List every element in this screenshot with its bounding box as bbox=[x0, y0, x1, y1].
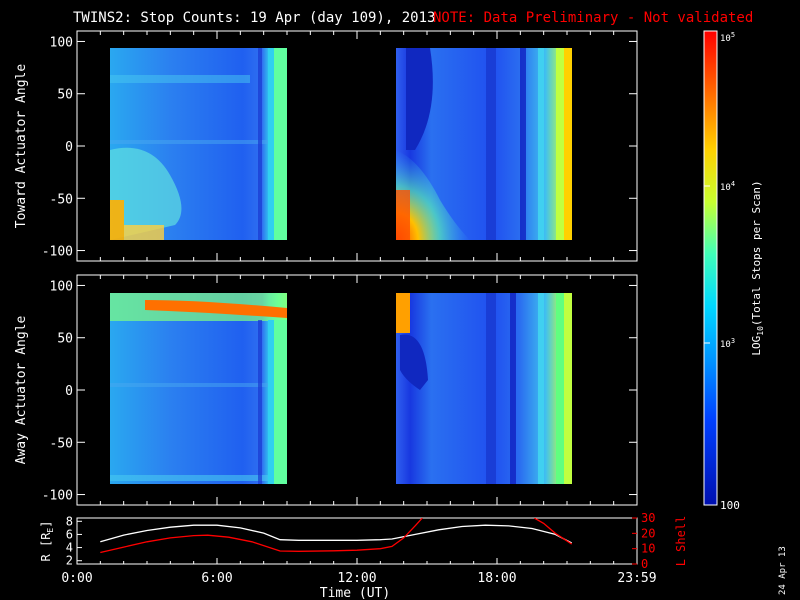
lshell-tick-label: 30 bbox=[641, 511, 655, 525]
y-tick-label: -50 bbox=[50, 192, 73, 207]
time-tick-label: 6:00 bbox=[201, 571, 232, 586]
r-tick-label: 6 bbox=[66, 527, 73, 541]
lshell-tick-label: 0 bbox=[641, 557, 648, 571]
away-heatmap-left bbox=[110, 293, 287, 484]
r-tick-label: 8 bbox=[66, 514, 73, 528]
toward-heatmap-right bbox=[396, 48, 572, 240]
lshell-tick-label: 20 bbox=[641, 526, 655, 540]
toward-ylabel: Toward Actuator Angle bbox=[14, 64, 29, 229]
y-tick-label: -100 bbox=[42, 245, 73, 260]
preliminary-note: NOTE: Data Preliminary - Not validated bbox=[433, 10, 753, 26]
away-y-axis: 100 50 0 -50 -100 bbox=[42, 279, 637, 504]
y-tick-label: 0 bbox=[65, 384, 73, 399]
y-tick-label: 100 bbox=[50, 35, 73, 50]
figure-title: TWINS2: Stop Counts: 19 Apr (day 109), 2… bbox=[73, 10, 435, 26]
lshell-line-b bbox=[533, 518, 573, 545]
toward-x-axis bbox=[99, 31, 615, 261]
colorbar-low-label: 103 bbox=[720, 337, 735, 350]
r-tick-label: 4 bbox=[66, 541, 73, 555]
colorbar-bottom-label: 100 bbox=[720, 499, 740, 512]
colorbar: 105 104 103 100 LOG10(Total Stops per Sc… bbox=[703, 30, 765, 512]
time-axis: 0:00 6:00 12:00 18:00 23:59 bbox=[61, 558, 657, 586]
toward-panel: 100 50 0 -50 -100 Toward Actuator Angle bbox=[14, 30, 638, 262]
colorbar-mid-label: 104 bbox=[720, 180, 735, 193]
orbit-lines bbox=[100, 518, 573, 554]
y-tick-label: -100 bbox=[42, 489, 73, 504]
colorbar-gradient bbox=[703, 30, 718, 506]
y-tick-label: 100 bbox=[50, 279, 73, 294]
toward-y-axis: 100 50 0 -50 -100 bbox=[42, 35, 637, 260]
y-tick-label: 50 bbox=[57, 88, 73, 103]
y-tick-label: -50 bbox=[50, 436, 73, 451]
away-panel: 100 50 0 -50 -100 Away Actuator Angle bbox=[14, 274, 638, 506]
r-line bbox=[100, 524, 573, 544]
away-ylabel: Away Actuator Angle bbox=[14, 315, 29, 464]
time-tick-label: 0:00 bbox=[61, 571, 92, 586]
lshell-tick-label: 10 bbox=[641, 542, 655, 556]
time-axis-label: Time (UT) bbox=[320, 586, 390, 600]
footer-date: 24 Apr 13 bbox=[778, 546, 788, 595]
y-tick-label: 0 bbox=[65, 140, 73, 155]
toward-heatmap-left bbox=[110, 48, 287, 240]
colorbar-top-label: 105 bbox=[720, 31, 735, 44]
time-tick-label: 12:00 bbox=[337, 571, 376, 586]
away-heatmap-right bbox=[396, 293, 572, 484]
time-tick-label: 23:59 bbox=[617, 571, 656, 586]
away-x-axis bbox=[99, 275, 615, 505]
lshell-line-a bbox=[100, 518, 423, 554]
orbit-ylabel-left: R [RE] bbox=[39, 521, 55, 562]
y-tick-label: 50 bbox=[57, 332, 73, 347]
orbit-panel-frame bbox=[76, 517, 638, 565]
r-tick-label: 2 bbox=[66, 554, 73, 568]
orbit-ylabel-right: L Shell bbox=[674, 516, 688, 567]
time-tick-label: 18:00 bbox=[477, 571, 516, 586]
colorbar-title: LOG10(Total Stops per Scan) bbox=[750, 180, 765, 355]
